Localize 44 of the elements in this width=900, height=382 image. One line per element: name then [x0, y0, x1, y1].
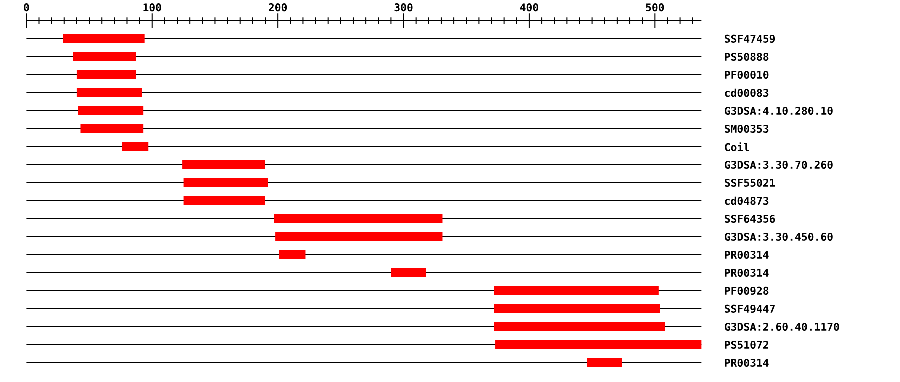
x-tick-label: 200	[269, 4, 288, 12]
y-tick-label: G3DSA:2.60.40.1170	[724, 322, 840, 332]
y-tick-label: SSF55021	[725, 178, 776, 188]
bar	[184, 196, 266, 206]
bar	[276, 232, 443, 242]
bar	[78, 106, 144, 116]
y-tick-label: G3DSA:3.30.450.60	[724, 232, 833, 242]
bar	[494, 304, 660, 314]
y-tick-label: G3DSA:3.30.70.260	[724, 160, 833, 170]
bar	[80, 124, 144, 134]
y-tick-label: PS50888	[725, 52, 769, 62]
y-tick-label: cd04873	[725, 196, 769, 206]
bar	[73, 52, 136, 62]
y-tick-label: PF00928	[725, 286, 769, 296]
x-tick-label: 500	[646, 4, 664, 12]
y-tick-label: PF00010	[725, 70, 769, 80]
bar	[587, 358, 622, 368]
x-tick-label: 400	[520, 4, 538, 12]
y-tick-label: SSF64356	[725, 214, 776, 224]
bar	[76, 70, 136, 80]
y-tick-label: PR00314	[725, 250, 769, 260]
bar	[496, 340, 702, 350]
y-tick-label: SM00353	[725, 124, 769, 134]
x-tick-label: 300	[394, 4, 413, 12]
bar	[76, 88, 142, 98]
y-tick-label: PS51072	[725, 340, 768, 350]
bar	[184, 178, 268, 188]
y-tick-label: PR00314	[725, 358, 769, 368]
bar	[122, 142, 149, 152]
bar	[391, 268, 426, 278]
x-tick-label: 100	[144, 4, 162, 12]
y-tick-label: cd00083	[725, 88, 769, 98]
y-tick-label: Coil	[725, 142, 750, 152]
y-tick-label: SSF47459	[725, 34, 776, 44]
bar	[182, 160, 266, 170]
y-tick-label: G3DSA:4.10.280.10	[724, 106, 833, 116]
x-tick-label: 0	[24, 4, 30, 12]
bar	[274, 214, 443, 224]
bar	[494, 322, 666, 332]
bar	[63, 34, 145, 44]
y-tick-label: PR00314	[725, 268, 769, 278]
bar	[279, 250, 306, 260]
y-tick-label: SSF49447	[725, 304, 775, 314]
bar	[494, 286, 659, 296]
